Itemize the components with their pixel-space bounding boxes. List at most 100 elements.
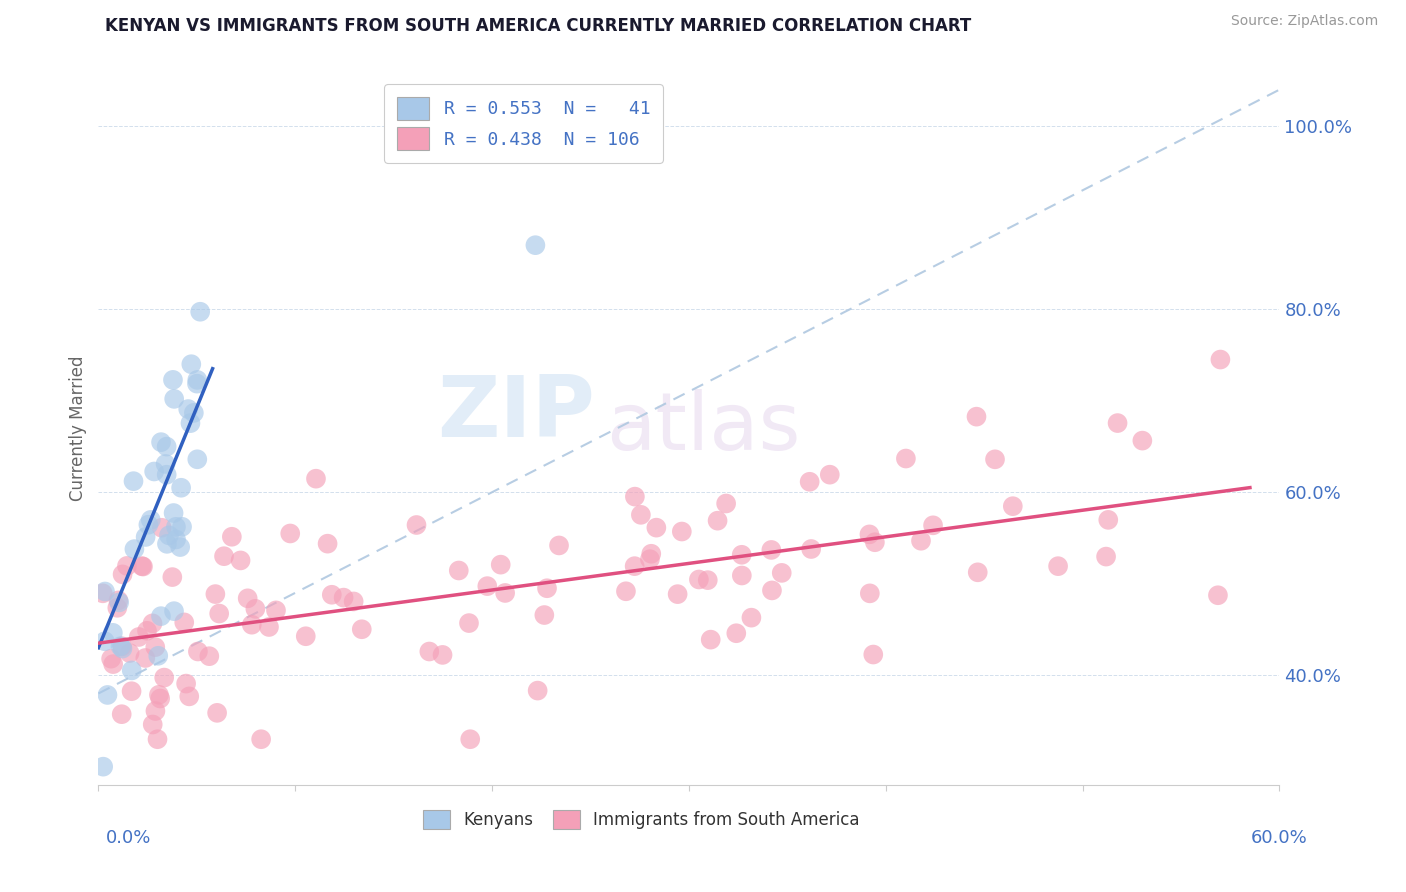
Point [128, 630, 150, 644]
Point [187, 644, 209, 658]
Point [111, 641, 134, 656]
Point [630, 508, 652, 522]
Point [100, 651, 122, 665]
Point [405, 518, 427, 533]
Point [350, 622, 373, 636]
Point [494, 586, 516, 600]
Point [107, 593, 129, 607]
Point [332, 591, 354, 605]
Point [162, 506, 184, 520]
Point [432, 648, 454, 662]
Point [186, 376, 208, 391]
Point [186, 452, 208, 467]
Point [156, 440, 179, 454]
Point [174, 676, 197, 690]
Point [818, 467, 841, 482]
Point [162, 570, 184, 584]
Point [229, 553, 252, 567]
Point [714, 496, 737, 510]
Point [101, 657, 124, 672]
Point [96, 688, 118, 702]
Point [305, 472, 328, 486]
Point [169, 540, 191, 554]
Point [94, 584, 117, 599]
Point [236, 591, 259, 606]
Point [198, 649, 221, 664]
Point [136, 624, 159, 638]
Point [108, 595, 131, 609]
Point [141, 616, 163, 631]
Point [157, 528, 180, 542]
Point [257, 620, 280, 634]
Point [179, 416, 201, 430]
Point [188, 304, 211, 318]
Point [143, 465, 166, 479]
Point [638, 552, 661, 566]
Point [111, 567, 134, 582]
Point [121, 664, 143, 678]
Point [1095, 549, 1118, 564]
Point [526, 683, 548, 698]
Point [173, 615, 195, 630]
Point [264, 603, 287, 617]
Point [770, 566, 793, 580]
Point [548, 538, 571, 552]
Point [418, 644, 440, 658]
Point [1107, 416, 1129, 430]
Point [139, 513, 162, 527]
Text: ZIP: ZIP [437, 372, 595, 456]
Point [163, 392, 186, 406]
Point [91, 586, 114, 600]
Text: atlas: atlas [606, 389, 800, 467]
Point [148, 648, 170, 663]
Point [124, 542, 146, 557]
Point [863, 535, 886, 549]
Point [91, 759, 114, 773]
Point [740, 610, 762, 624]
Point [170, 520, 193, 534]
Point [458, 616, 481, 631]
Point [94, 634, 117, 648]
Point [1001, 499, 1024, 513]
Point [533, 608, 555, 623]
Legend: Kenyans, Immigrants from South America: Kenyans, Immigrants from South America [415, 801, 869, 838]
Point [212, 549, 235, 564]
Point [121, 684, 143, 698]
Point [966, 566, 988, 580]
Point [1209, 352, 1232, 367]
Point [614, 584, 637, 599]
Point [162, 373, 184, 387]
Point [966, 409, 988, 424]
Point [623, 559, 645, 574]
Point [132, 559, 155, 574]
Point [862, 648, 884, 662]
Text: KENYAN VS IMMIGRANTS FROM SOUTH AMERICA CURRENTLY MARRIED CORRELATION CHART: KENYAN VS IMMIGRANTS FROM SOUTH AMERICA … [105, 17, 972, 35]
Point [699, 632, 721, 647]
Point [1047, 559, 1070, 574]
Point [179, 690, 201, 704]
Point [111, 707, 134, 722]
Point [984, 452, 1007, 467]
Point [922, 518, 945, 533]
Point [489, 558, 512, 572]
Point [131, 559, 153, 574]
Point [1206, 588, 1229, 602]
Point [624, 490, 647, 504]
Point [859, 586, 882, 600]
Point [208, 607, 231, 621]
Point [321, 588, 343, 602]
Point [143, 640, 166, 654]
Point [524, 238, 547, 252]
Point [163, 604, 186, 618]
Text: 60.0%: 60.0% [1251, 829, 1308, 847]
Point [134, 651, 156, 665]
Point [666, 587, 689, 601]
Point [294, 629, 316, 643]
Point [177, 402, 200, 417]
Point [122, 474, 145, 488]
Point [316, 536, 339, 550]
Point [155, 457, 177, 471]
Point [240, 617, 263, 632]
Point [858, 527, 880, 541]
Point [170, 481, 193, 495]
